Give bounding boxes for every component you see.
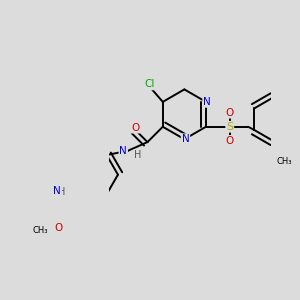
Text: N: N [203,97,211,107]
Text: H: H [134,150,141,160]
Text: N: N [182,134,189,144]
Text: CH₃: CH₃ [276,158,292,166]
Text: H: H [58,187,65,197]
Text: S: S [226,122,233,132]
Text: O: O [226,136,234,146]
Text: Cl: Cl [145,80,155,89]
Text: CH₃: CH₃ [32,226,48,235]
Text: O: O [131,123,140,133]
Text: O: O [226,108,234,118]
Text: N: N [53,186,61,196]
Text: N: N [119,146,127,156]
Text: O: O [55,223,63,233]
